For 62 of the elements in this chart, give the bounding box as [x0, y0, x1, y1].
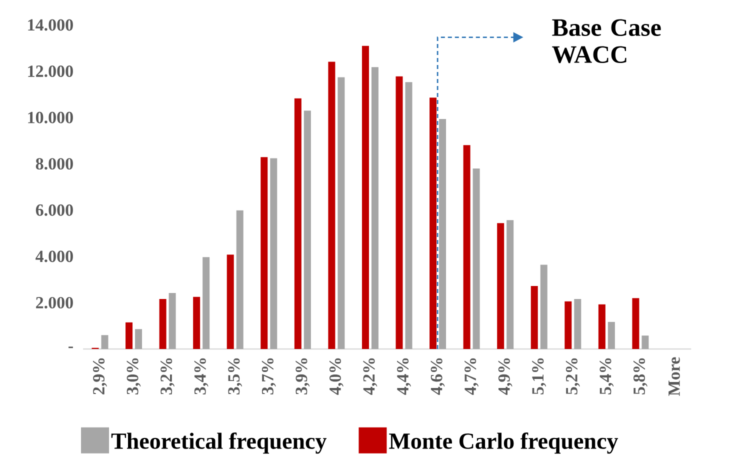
- y-tick-label: -: [68, 346, 73, 348]
- bar: [135, 329, 142, 349]
- bar: [530, 286, 538, 349]
- bar: [430, 98, 437, 349]
- bar: [463, 145, 470, 349]
- bar: [304, 110, 311, 349]
- bar: [294, 98, 302, 349]
- x-tick-label: 4,0%: [329, 358, 344, 395]
- bar: [362, 46, 369, 349]
- x-tick-label: 3,9%: [296, 358, 310, 394]
- x-tick-label: 4,7%: [464, 358, 479, 395]
- x-tick-label: 3,2%: [160, 358, 175, 394]
- bar: [632, 298, 640, 349]
- bar: [168, 292, 176, 349]
- x-tick-label: 3,7%: [262, 358, 276, 394]
- y-tick-label: 10.000: [28, 112, 73, 124]
- x-tick-label: 5,2%: [566, 358, 580, 394]
- bar: [226, 254, 234, 349]
- bar: [540, 264, 548, 349]
- bar: [260, 157, 268, 349]
- bar: [270, 158, 278, 349]
- x-tick-label: 3,4%: [194, 358, 208, 394]
- bar: [574, 299, 582, 349]
- y-tick-label: 8.000: [36, 158, 73, 170]
- x-tick-label: 3,0%: [126, 358, 141, 394]
- x-tick-label: More: [668, 357, 680, 396]
- bar: [396, 76, 403, 349]
- x-tick-label: 2,9%: [93, 358, 107, 394]
- bar: [564, 301, 572, 349]
- x-tick-label: 4,9%: [498, 358, 512, 395]
- annotation: Base Case WACC: [552, 19, 661, 64]
- y-tick-label: 14.000: [28, 19, 73, 31]
- bar: [608, 322, 615, 349]
- y-tick-label: 6.000: [36, 204, 73, 216]
- x-tick-label: 3,5%: [228, 358, 242, 394]
- bar: [338, 77, 345, 349]
- y-tick-label: 2.000: [36, 296, 73, 308]
- bar: [405, 82, 412, 349]
- bar: [506, 220, 514, 349]
- y-tick-label: 4.000: [36, 250, 73, 262]
- legend-label: Monte Carlo frequency: [389, 432, 618, 454]
- bar: [101, 335, 108, 349]
- x-tick-label: 5,8%: [633, 358, 648, 394]
- x-tick-label: 4,6%: [430, 358, 445, 395]
- bar: [598, 304, 606, 349]
- bar: [236, 210, 244, 349]
- x-tick-label: 5,1%: [532, 358, 546, 394]
- x-tick-label: 4,2%: [363, 358, 378, 395]
- bar: [126, 322, 133, 349]
- bar: [472, 168, 480, 349]
- x-tick-label: 4,4%: [397, 358, 411, 395]
- bar: [328, 62, 336, 349]
- bar: [371, 67, 378, 349]
- legend-label: Theoretical frequency: [111, 432, 327, 454]
- y-tick-label: 12.000: [28, 66, 73, 78]
- bar: [497, 223, 504, 349]
- bar: [202, 257, 210, 349]
- bar: [439, 118, 446, 349]
- bar: [193, 296, 200, 349]
- bar: [159, 299, 166, 349]
- x-tick-label: 5,4%: [600, 358, 614, 394]
- bar: [642, 336, 649, 349]
